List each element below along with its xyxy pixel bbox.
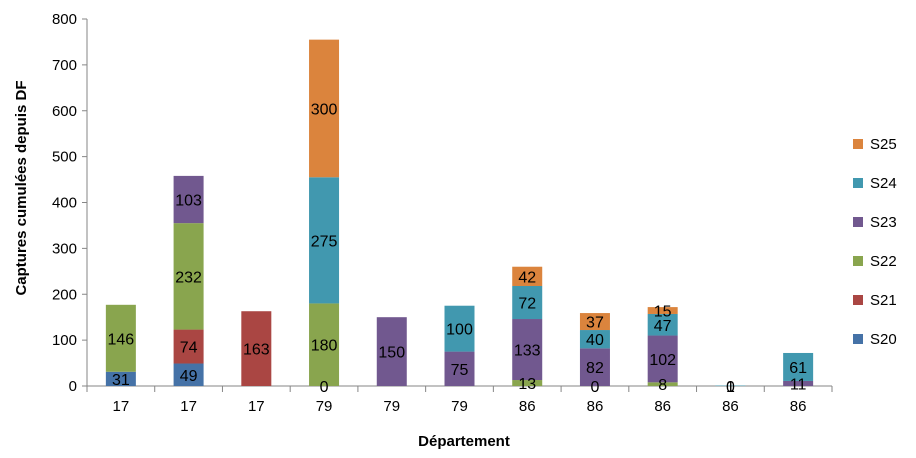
y-tick-label: 500	[52, 149, 77, 166]
bar-segment-s23	[647, 335, 678, 383]
y-tick-label: 400	[52, 195, 77, 212]
x-tick-label: 79	[316, 398, 333, 415]
x-tick-label: 86	[722, 398, 739, 415]
legend-swatch-s22	[853, 256, 863, 266]
bar-segment-s21	[241, 311, 272, 386]
legend-swatch-s24	[853, 178, 863, 188]
y-tick-label: 600	[52, 103, 77, 120]
bar-segment-s22	[512, 380, 543, 386]
data-label: 8	[658, 377, 667, 394]
y-tick-label: 100	[52, 332, 77, 349]
x-tick-label: 79	[383, 398, 400, 415]
data-label: 42	[518, 269, 536, 286]
legend-swatch-s25	[853, 139, 863, 149]
x-tick-label: 86	[654, 398, 671, 415]
data-label: 13	[518, 376, 536, 393]
legend-label-s21: S21	[870, 292, 897, 309]
data-label: 82	[586, 360, 604, 377]
bar-segment-s25	[309, 39, 340, 178]
data-label: 146	[108, 331, 135, 348]
data-label: 180	[311, 338, 338, 355]
legend-label-s22: S22	[870, 253, 897, 270]
data-label: 0	[591, 379, 600, 396]
x-tick-label: 86	[519, 398, 536, 415]
data-label: 75	[451, 362, 469, 379]
data-label: 1	[726, 379, 735, 396]
data-label: 300	[311, 101, 338, 118]
x-tick-label: 17	[113, 398, 130, 415]
bar-segment-s25	[512, 266, 543, 286]
legend-label-s23: S23	[870, 214, 897, 231]
legend-label-s24: S24	[870, 175, 897, 192]
data-label: 31	[112, 372, 130, 389]
x-tick-label: 86	[790, 398, 807, 415]
data-label: 61	[789, 360, 807, 377]
data-label: 100	[446, 322, 473, 339]
bar-segment-s23	[376, 317, 407, 386]
data-label: 37	[586, 315, 604, 332]
data-label: 11	[790, 376, 807, 393]
bar-segment-s24	[512, 285, 543, 320]
bar-segment-s22	[105, 304, 136, 372]
data-label: 133	[514, 343, 541, 360]
y-tick-label: 0	[69, 378, 77, 395]
data-label: 163	[243, 342, 270, 359]
bar-segment-s23	[783, 380, 814, 386]
bar-segment-s22	[647, 382, 678, 386]
x-tick-label: 17	[248, 398, 265, 415]
y-tick-label: 700	[52, 57, 77, 74]
bars-layer	[105, 39, 814, 387]
data-label: 275	[311, 233, 338, 250]
data-label: 72	[518, 296, 536, 313]
bar-segment-s24	[783, 352, 814, 381]
bar-segment-s24	[715, 385, 746, 387]
x-tick-label: 86	[587, 398, 604, 415]
bar-segment-s24	[444, 305, 475, 352]
bar-segment-s23	[173, 175, 204, 224]
data-labels-layer: 3114649742321031630180275300150751001313…	[108, 101, 808, 396]
data-label: 232	[175, 269, 202, 286]
bar-segment-s24	[309, 177, 340, 304]
bar-segment-s22	[309, 303, 340, 386]
data-label: 102	[649, 352, 676, 369]
y-axis-title: Captures cumulées depuis DF	[13, 80, 30, 295]
legend-swatch-s21	[853, 295, 863, 305]
legend-label-s20: S20	[870, 331, 897, 348]
data-label: 0	[320, 379, 329, 396]
data-label: 40	[586, 332, 604, 349]
data-label: 49	[180, 368, 198, 385]
x-tick-label: 79	[451, 398, 468, 415]
y-tick-label: 800	[52, 11, 77, 28]
legend-swatch-s20	[853, 334, 863, 344]
x-axis-title: Département	[418, 433, 510, 450]
bar-segment-s23	[444, 351, 475, 386]
data-label: 74	[180, 340, 198, 357]
bar-segment-s25	[647, 307, 678, 314]
data-label: 0	[726, 379, 735, 396]
bar-segment-s24	[647, 313, 678, 336]
bar-segment-s23	[579, 348, 610, 386]
data-label: 150	[378, 345, 405, 362]
legend-swatch-s23	[853, 217, 863, 227]
bar-segment-s22	[173, 223, 204, 330]
data-label: 47	[654, 318, 672, 335]
bar-segment-s23	[512, 319, 543, 381]
bar-segment-s25	[579, 313, 610, 331]
y-tick-label: 300	[52, 240, 77, 257]
x-tick-label: 17	[180, 398, 197, 415]
bar-segment-s24	[579, 330, 610, 349]
data-label: 103	[175, 193, 202, 210]
legend-label-s25: S25	[870, 136, 897, 153]
bar-segment-s21	[173, 329, 204, 364]
y-tick-label: 200	[52, 286, 77, 303]
bar-segment-s20	[173, 363, 204, 386]
data-label: 15	[654, 304, 672, 321]
bar-segment-s20	[105, 371, 136, 386]
legend: S25 S24 S23 S22 S21 S20	[853, 136, 897, 348]
